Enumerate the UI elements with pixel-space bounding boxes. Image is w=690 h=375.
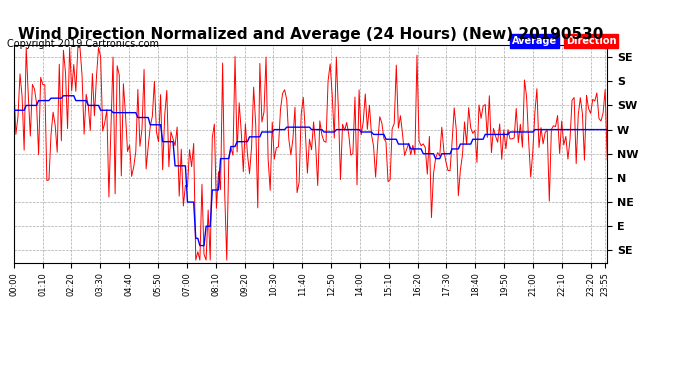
Text: Average: Average: [512, 36, 558, 46]
Text: Direction: Direction: [566, 36, 616, 46]
Title: Wind Direction Normalized and Average (24 Hours) (New) 20190530: Wind Direction Normalized and Average (2…: [18, 27, 603, 42]
Text: Copyright 2019 Cartronics.com: Copyright 2019 Cartronics.com: [7, 39, 159, 49]
